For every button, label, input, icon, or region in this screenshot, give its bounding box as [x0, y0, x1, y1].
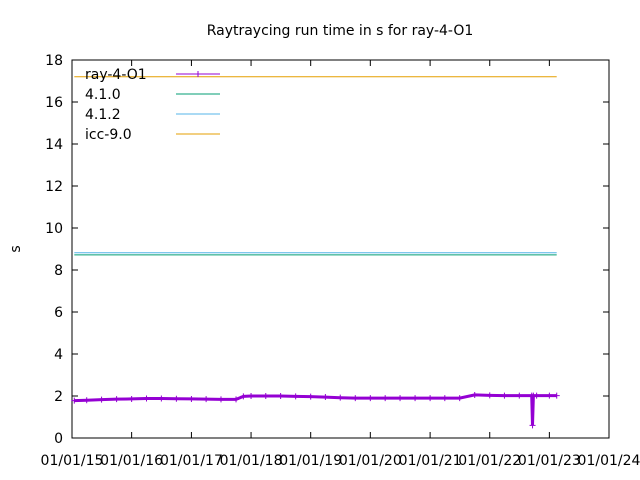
data-point [262, 393, 269, 399]
data-point [113, 396, 120, 403]
data-point [277, 393, 284, 399]
y-tick-label: 8 [54, 263, 63, 279]
data-point [501, 392, 508, 399]
x-tick-label: 01/01/15 [41, 453, 104, 469]
data-point [352, 395, 359, 402]
data-point [83, 397, 90, 404]
data-point [248, 393, 255, 399]
data-point [217, 396, 224, 403]
data-point [546, 392, 553, 399]
y-tick-label: 4 [54, 347, 63, 363]
y-tick-label: 18 [45, 53, 63, 69]
x-tick-label: 01/01/16 [100, 453, 163, 469]
data-point [143, 395, 150, 402]
x-tick-label: 01/01/24 [578, 453, 640, 469]
data-point [533, 392, 540, 399]
axis-ticks: 02468101214161801/01/1501/01/1601/01/170… [41, 53, 640, 469]
x-tick-label: 01/01/19 [279, 453, 342, 469]
data-point [337, 394, 344, 401]
data-point [203, 396, 210, 403]
x-tick-label: 01/01/17 [160, 453, 223, 469]
series-layer [71, 76, 560, 429]
y-tick-label: 14 [45, 137, 63, 153]
x-tick-label: 01/01/22 [458, 453, 521, 469]
data-point [516, 392, 523, 399]
data-point [71, 397, 78, 404]
legend-label: 4.1.0 [85, 87, 121, 103]
chart-title: Raytraycing run time in s for ray-4-O1 [207, 23, 474, 39]
data-point [529, 422, 536, 429]
data-point [128, 395, 135, 402]
data-point [382, 395, 389, 402]
data-point [553, 392, 560, 399]
data-point [240, 393, 247, 400]
y-tick-label: 0 [54, 431, 63, 447]
x-tick-label: 01/01/18 [220, 453, 283, 469]
data-point [322, 394, 329, 401]
data-point [471, 391, 478, 398]
data-point [173, 395, 180, 402]
y-tick-label: 10 [45, 221, 63, 237]
data-point [307, 393, 314, 400]
plot-frame [71, 59, 610, 439]
data-point [456, 395, 463, 402]
x-tick-label: 01/01/23 [518, 453, 581, 469]
data-point [412, 395, 419, 402]
legend-label: 4.1.2 [85, 107, 121, 123]
y-tick-label: 6 [54, 305, 63, 321]
y-tick-label: 2 [54, 389, 63, 405]
data-point [441, 395, 448, 402]
data-point [427, 395, 434, 402]
data-point [486, 392, 493, 399]
legend-label: icc-9.0 [85, 127, 132, 143]
data-point [98, 396, 105, 403]
y-tick-label: 16 [45, 95, 63, 111]
data-point [367, 395, 374, 402]
data-point [397, 395, 404, 402]
y-tick-label: 12 [45, 179, 63, 195]
data-point [233, 396, 240, 403]
x-tick-label: 01/01/21 [399, 453, 462, 469]
data-point [158, 395, 165, 402]
data-point [292, 393, 299, 400]
data-point [188, 395, 195, 402]
legend: ray-4-O1 4.1.0 4.1.2 icc-9.0 [85, 67, 220, 143]
legend-label: ray-4-O1 [85, 67, 147, 83]
x-tick-label: 01/01/20 [339, 453, 402, 469]
y-axis-label: s [8, 245, 24, 252]
